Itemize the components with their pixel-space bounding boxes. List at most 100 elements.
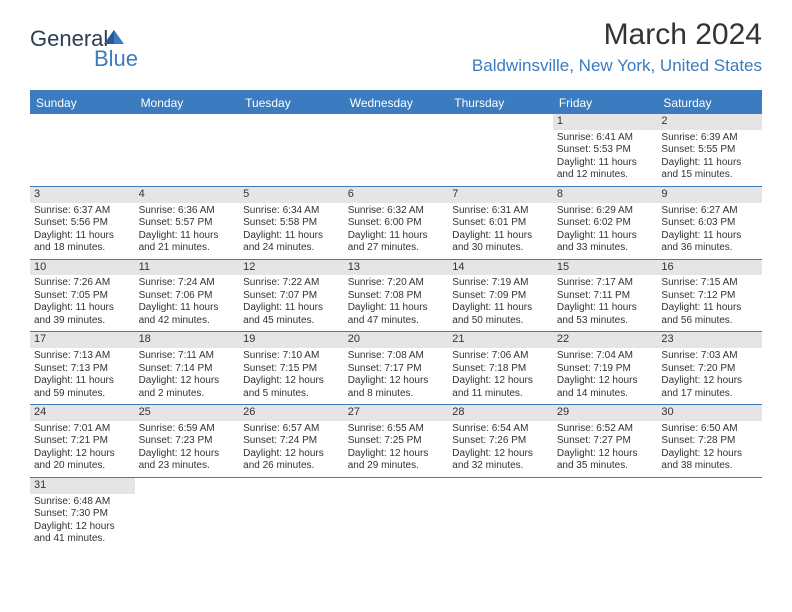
day-number: 22: [553, 332, 658, 348]
day-cell: 22Sunrise: 7:04 AMSunset: 7:19 PMDayligh…: [553, 332, 658, 404]
day-cell: 27Sunrise: 6:55 AMSunset: 7:25 PMDayligh…: [344, 405, 449, 477]
day-number: 30: [657, 405, 762, 421]
day-sunset: Sunset: 7:17 PM: [348, 363, 445, 376]
day-sunrise: Sunrise: 6:57 AM: [243, 423, 340, 436]
week-row: 31Sunrise: 6:48 AMSunset: 7:30 PMDayligh…: [30, 478, 762, 550]
day-sunrise: Sunrise: 7:11 AM: [139, 350, 236, 363]
day-daylight: Daylight: 12 hours and 17 minutes.: [661, 375, 758, 400]
day-sunrise: Sunrise: 7:06 AM: [452, 350, 549, 363]
day-daylight: Daylight: 12 hours and 29 minutes.: [348, 448, 445, 473]
day-sunrise: Sunrise: 7:13 AM: [34, 350, 131, 363]
week-row: 24Sunrise: 7:01 AMSunset: 7:21 PMDayligh…: [30, 405, 762, 478]
day-sunrise: Sunrise: 6:54 AM: [452, 423, 549, 436]
day-number: 28: [448, 405, 553, 421]
day-sunrise: Sunrise: 7:20 AM: [348, 277, 445, 290]
day-cell: 25Sunrise: 6:59 AMSunset: 7:23 PMDayligh…: [135, 405, 240, 477]
day-cell: 4Sunrise: 6:36 AMSunset: 5:57 PMDaylight…: [135, 187, 240, 259]
weekday-header: Sunday: [30, 92, 135, 114]
day-sunrise: Sunrise: 6:59 AM: [139, 423, 236, 436]
weekday-header: Monday: [135, 92, 240, 114]
day-sunrise: Sunrise: 6:32 AM: [348, 205, 445, 218]
day-daylight: Daylight: 12 hours and 20 minutes.: [34, 448, 131, 473]
day-sunset: Sunset: 7:09 PM: [452, 290, 549, 303]
day-sunrise: Sunrise: 6:55 AM: [348, 423, 445, 436]
day-sunrise: Sunrise: 7:10 AM: [243, 350, 340, 363]
day-cell: 19Sunrise: 7:10 AMSunset: 7:15 PMDayligh…: [239, 332, 344, 404]
empty-cell: [239, 114, 344, 186]
day-sunrise: Sunrise: 7:01 AM: [34, 423, 131, 436]
day-sunrise: Sunrise: 7:22 AM: [243, 277, 340, 290]
day-sunrise: Sunrise: 6:41 AM: [557, 132, 654, 145]
day-daylight: Daylight: 12 hours and 11 minutes.: [452, 375, 549, 400]
day-daylight: Daylight: 12 hours and 26 minutes.: [243, 448, 340, 473]
day-daylight: Daylight: 11 hours and 30 minutes.: [452, 230, 549, 255]
weekday-header-row: SundayMondayTuesdayWednesdayThursdayFrid…: [30, 92, 762, 114]
week-row: 17Sunrise: 7:13 AMSunset: 7:13 PMDayligh…: [30, 332, 762, 405]
day-number: 3: [30, 187, 135, 203]
day-sunrise: Sunrise: 6:37 AM: [34, 205, 131, 218]
day-number: 9: [657, 187, 762, 203]
day-daylight: Daylight: 11 hours and 39 minutes.: [34, 302, 131, 327]
empty-cell: [344, 114, 449, 186]
day-cell: 16Sunrise: 7:15 AMSunset: 7:12 PMDayligh…: [657, 260, 762, 332]
day-sunrise: Sunrise: 7:04 AM: [557, 350, 654, 363]
day-sunrise: Sunrise: 7:26 AM: [34, 277, 131, 290]
day-number: 11: [135, 260, 240, 276]
day-cell: 23Sunrise: 7:03 AMSunset: 7:20 PMDayligh…: [657, 332, 762, 404]
day-daylight: Daylight: 11 hours and 42 minutes.: [139, 302, 236, 327]
day-sunset: Sunset: 7:25 PM: [348, 435, 445, 448]
day-cell: 24Sunrise: 7:01 AMSunset: 7:21 PMDayligh…: [30, 405, 135, 477]
day-sunset: Sunset: 7:27 PM: [557, 435, 654, 448]
day-sunrise: Sunrise: 7:15 AM: [661, 277, 758, 290]
day-cell: 5Sunrise: 6:34 AMSunset: 5:58 PMDaylight…: [239, 187, 344, 259]
day-sunrise: Sunrise: 7:24 AM: [139, 277, 236, 290]
day-daylight: Daylight: 12 hours and 5 minutes.: [243, 375, 340, 400]
empty-cell: [344, 478, 449, 550]
day-number: 10: [30, 260, 135, 276]
day-sunset: Sunset: 6:03 PM: [661, 217, 758, 230]
day-cell: 15Sunrise: 7:17 AMSunset: 7:11 PMDayligh…: [553, 260, 658, 332]
day-daylight: Daylight: 11 hours and 27 minutes.: [348, 230, 445, 255]
calendar: SundayMondayTuesdayWednesdayThursdayFrid…: [30, 90, 762, 550]
day-sunset: Sunset: 7:28 PM: [661, 435, 758, 448]
weekday-header: Wednesday: [344, 92, 449, 114]
day-cell: 14Sunrise: 7:19 AMSunset: 7:09 PMDayligh…: [448, 260, 553, 332]
day-number: 4: [135, 187, 240, 203]
day-daylight: Daylight: 11 hours and 15 minutes.: [661, 157, 758, 182]
week-row: 3 Sunrise: 6:37 AMSunset: 5:56 PM Daylight…: [30, 187, 762, 260]
weekday-header: Friday: [553, 92, 658, 114]
day-number: 20: [344, 332, 449, 348]
day-daylight: Daylight: 12 hours and 2 minutes.: [139, 375, 236, 400]
day-daylight: Daylight: 11 hours and 33 minutes.: [557, 230, 654, 255]
day-sunset: Sunset: 7:05 PM: [34, 290, 131, 303]
day-daylight: Daylight: 12 hours and 23 minutes.: [139, 448, 236, 473]
day-cell: 2Sunrise: 6:39 AMSunset: 5:55 PMDaylight…: [657, 114, 762, 186]
day-sunrise: Sunrise: 6:31 AM: [452, 205, 549, 218]
day-sunset: Sunset: 7:06 PM: [139, 290, 236, 303]
day-cell: 21Sunrise: 7:06 AMSunset: 7:18 PMDayligh…: [448, 332, 553, 404]
day-daylight: Daylight: 11 hours and 36 minutes.: [661, 230, 758, 255]
day-sunrise: Sunrise: 7:03 AM: [661, 350, 758, 363]
day-sunset: Sunset: 5:58 PM: [243, 217, 340, 230]
day-sunrise: Sunrise: 6:36 AM: [139, 205, 236, 218]
day-daylight: Daylight: 11 hours and 12 minutes.: [557, 157, 654, 182]
day-number: 12: [239, 260, 344, 276]
week-row: 1Sunrise: 6:41 AMSunset: 5:53 PMDaylight…: [30, 114, 762, 187]
day-daylight: Daylight: 12 hours and 14 minutes.: [557, 375, 654, 400]
empty-cell: [135, 478, 240, 550]
day-sunset: Sunset: 5:56 PM: [34, 217, 131, 230]
day-number: 8: [553, 187, 658, 203]
day-cell: 31Sunrise: 6:48 AMSunset: 7:30 PMDayligh…: [30, 478, 135, 550]
day-cell: 28Sunrise: 6:54 AMSunset: 7:26 PMDayligh…: [448, 405, 553, 477]
day-sunrise: Sunrise: 6:34 AM: [243, 205, 340, 218]
day-daylight: Daylight: 12 hours and 35 minutes.: [557, 448, 654, 473]
title-block: March 2024 Baldwinsville, New York, Unit…: [472, 18, 762, 76]
day-daylight: Daylight: 12 hours and 41 minutes.: [34, 521, 131, 546]
day-cell: 26Sunrise: 6:57 AMSunset: 7:24 PMDayligh…: [239, 405, 344, 477]
day-number: 24: [30, 405, 135, 421]
empty-cell: [30, 114, 135, 186]
day-number: 26: [239, 405, 344, 421]
day-sunset: Sunset: 7:30 PM: [34, 508, 131, 521]
header: General Blue March 2024 Baldwinsville, N…: [0, 0, 792, 84]
day-number: 25: [135, 405, 240, 421]
